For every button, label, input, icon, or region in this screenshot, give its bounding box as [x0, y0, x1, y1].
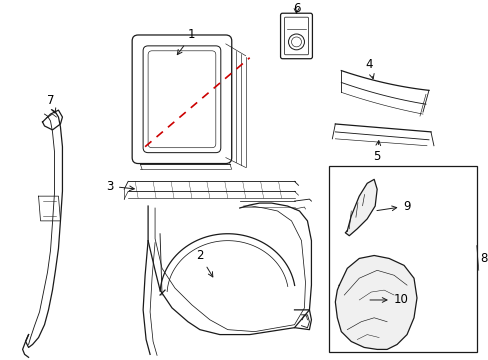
Text: 6: 6	[292, 2, 300, 15]
Text: 5: 5	[373, 141, 380, 163]
Text: 9: 9	[376, 199, 410, 212]
Text: 3: 3	[106, 180, 134, 193]
Text: 4: 4	[365, 58, 373, 79]
Text: 1: 1	[177, 28, 195, 55]
Polygon shape	[335, 256, 416, 350]
Text: 7: 7	[47, 94, 56, 113]
Text: 10: 10	[369, 293, 407, 306]
Bar	[329, 166, 476, 352]
Polygon shape	[345, 179, 376, 236]
Text: 2: 2	[196, 249, 212, 277]
Text: 8: 8	[479, 252, 487, 265]
